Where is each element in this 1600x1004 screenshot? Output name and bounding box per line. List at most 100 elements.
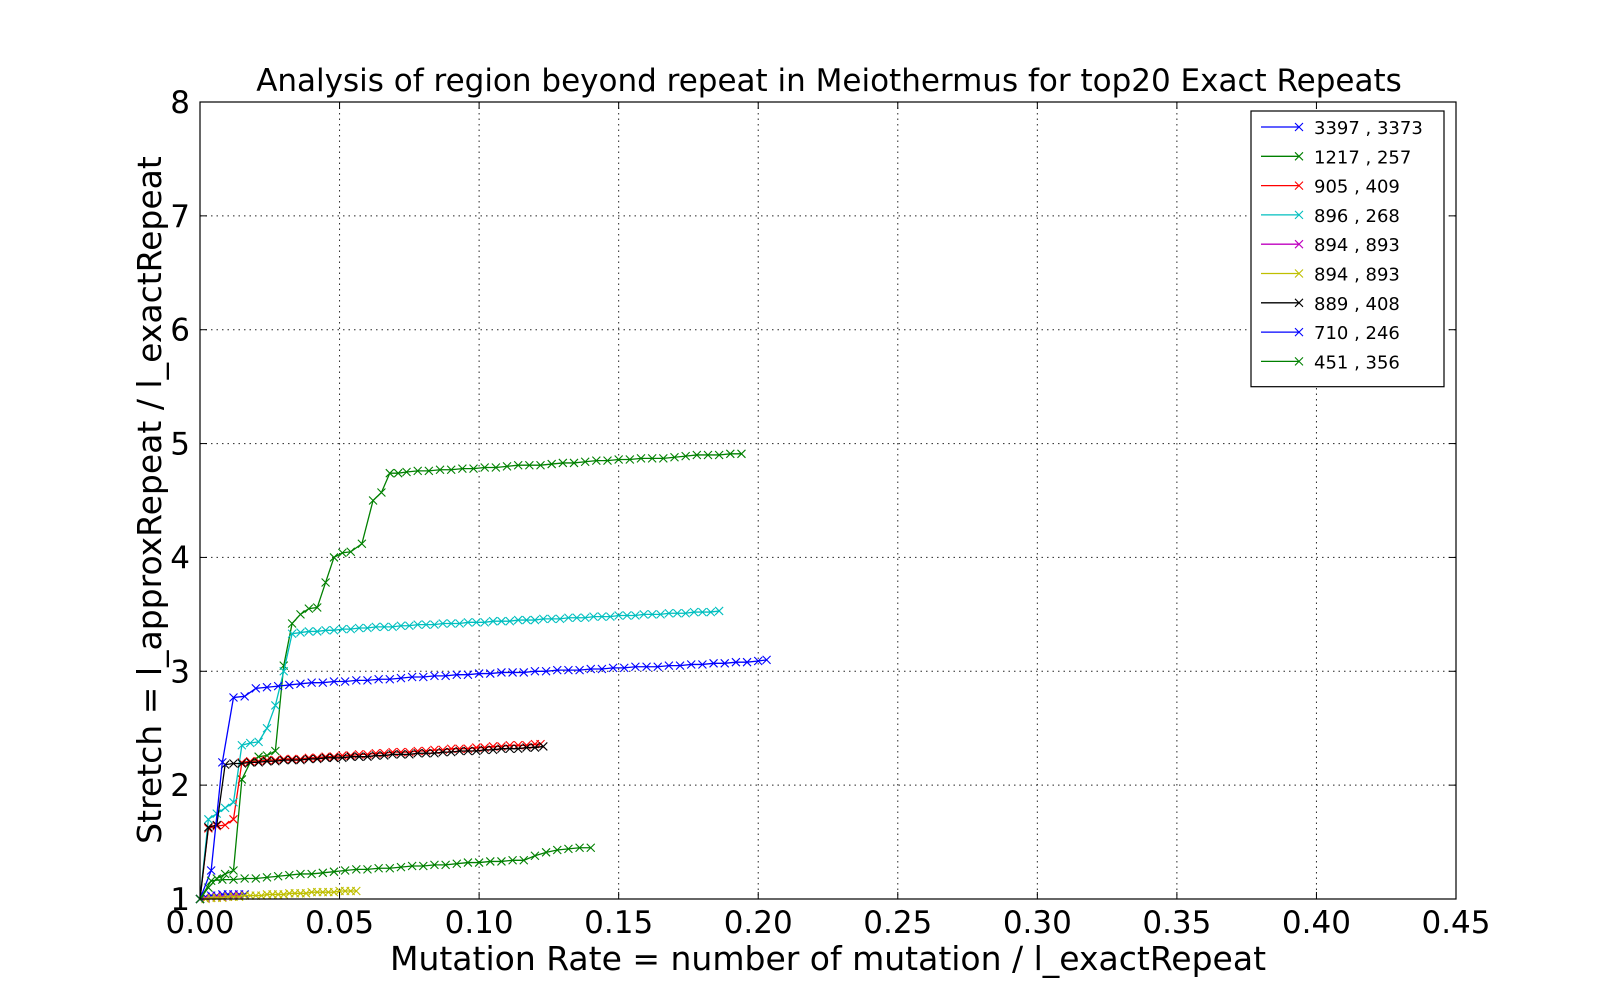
data-point-marker xyxy=(653,662,663,672)
data-point-marker xyxy=(672,608,682,618)
data-point-marker xyxy=(631,662,640,672)
legend-marker xyxy=(1294,151,1304,161)
data-point-marker xyxy=(471,617,481,627)
data-point-marker xyxy=(385,674,395,684)
data-point-marker xyxy=(354,623,364,633)
legend-label: 894 , 893 xyxy=(1314,235,1400,256)
data-point-marker xyxy=(614,455,624,464)
data-point-marker xyxy=(307,678,317,688)
data-point-marker xyxy=(321,578,330,587)
data-point-marker xyxy=(522,743,531,752)
series-2 xyxy=(195,449,746,904)
y-tick-label: 6 xyxy=(170,313,190,349)
legend-label: 896 , 268 xyxy=(1314,206,1400,227)
data-point-marker xyxy=(296,628,305,637)
data-point-marker xyxy=(273,681,283,691)
data-point-marker xyxy=(270,746,280,756)
data-point-marker xyxy=(337,753,347,763)
series-line xyxy=(199,659,767,900)
data-point-marker xyxy=(418,861,428,871)
data-point-marker xyxy=(340,677,350,686)
data-point-marker xyxy=(513,744,523,754)
legend-marker xyxy=(1294,181,1304,190)
data-point-marker xyxy=(647,453,657,463)
data-point-marker xyxy=(488,616,498,626)
data-point-marker xyxy=(413,748,423,758)
data-point-marker xyxy=(212,820,222,830)
series-9 xyxy=(195,843,596,904)
data-point-marker xyxy=(212,874,222,883)
data-point-marker xyxy=(480,617,490,627)
data-point-marker xyxy=(731,657,741,667)
data-point-marker xyxy=(541,666,551,676)
legend-label: 889 , 408 xyxy=(1314,294,1400,315)
legend-marker xyxy=(1294,122,1304,132)
y-tick-label: 1 xyxy=(170,882,190,918)
series-7 xyxy=(195,742,548,904)
x-tick-label: 0.30 xyxy=(1003,905,1072,941)
data-point-marker xyxy=(229,814,238,824)
data-point-marker xyxy=(301,888,311,898)
data-point-marker xyxy=(337,624,347,634)
data-point-marker xyxy=(321,625,330,635)
data-point-marker xyxy=(569,458,579,468)
data-point-marker xyxy=(497,668,506,677)
data-point-marker xyxy=(575,665,584,675)
data-point-marker xyxy=(388,622,397,632)
y-tick-label: 3 xyxy=(170,654,190,690)
data-point-marker xyxy=(217,757,227,767)
data-point-marker xyxy=(441,860,451,870)
data-point-marker xyxy=(254,756,264,766)
data-point-marker xyxy=(502,461,512,471)
data-point-marker xyxy=(329,887,339,897)
legend-item: 451 , 356 xyxy=(1261,352,1400,373)
y-tick-label: 8 xyxy=(170,85,190,121)
y-tick-label: 7 xyxy=(170,199,190,235)
data-point-marker xyxy=(558,458,568,468)
data-point-marker xyxy=(597,664,607,674)
data-point-marker xyxy=(586,843,596,853)
data-point-marker xyxy=(547,459,557,469)
data-point-marker xyxy=(421,620,431,629)
data-point-marker xyxy=(519,855,529,865)
data-point-marker xyxy=(658,453,668,463)
data-point-marker xyxy=(363,752,372,762)
data-point-marker xyxy=(351,676,361,685)
series-layer xyxy=(195,449,771,904)
data-point-marker xyxy=(279,754,289,764)
data-point-marker xyxy=(393,468,403,478)
data-point-marker xyxy=(304,604,314,614)
data-point-marker xyxy=(273,871,283,881)
data-point-marker xyxy=(351,886,361,896)
series-4 xyxy=(195,606,724,904)
data-point-marker xyxy=(564,613,573,623)
data-point-marker xyxy=(329,553,339,562)
data-point-marker xyxy=(491,463,501,472)
data-point-marker xyxy=(530,743,540,752)
data-point-marker xyxy=(279,666,289,676)
data-point-marker xyxy=(418,672,428,682)
legend-marker xyxy=(1294,298,1304,308)
data-point-marker xyxy=(455,619,464,628)
data-point-marker xyxy=(357,539,367,549)
data-point-marker xyxy=(530,851,540,861)
data-point-marker xyxy=(363,865,372,874)
data-point-marker xyxy=(703,450,713,460)
data-point-marker xyxy=(374,863,384,873)
data-point-marker xyxy=(346,624,356,634)
legend-item: 896 , 268 xyxy=(1261,206,1400,227)
legend-item: 894 , 893 xyxy=(1261,265,1400,286)
data-point-marker xyxy=(379,751,389,760)
data-point-marker xyxy=(284,680,294,690)
data-point-marker xyxy=(270,756,280,766)
plot-frame xyxy=(199,101,1457,900)
legend-label: 3397 , 3373 xyxy=(1314,118,1423,139)
data-point-marker xyxy=(229,866,238,875)
data-point-marker xyxy=(284,870,294,880)
data-point-marker xyxy=(304,753,314,763)
data-point-marker xyxy=(212,821,222,831)
data-point-marker xyxy=(675,661,685,670)
data-point-marker xyxy=(446,747,456,757)
data-point-marker xyxy=(519,668,529,677)
series-6 xyxy=(195,886,361,904)
